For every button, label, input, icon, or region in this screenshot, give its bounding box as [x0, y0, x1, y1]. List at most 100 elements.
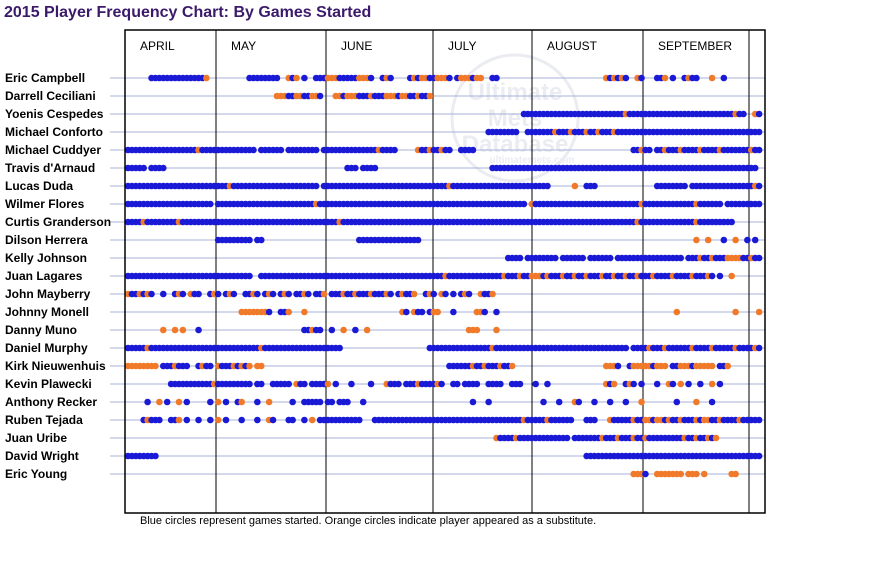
start-marker [716, 200, 724, 208]
watermark-line-1: Ultimate [468, 79, 563, 106]
substitute-marker [363, 326, 371, 334]
start-marker [591, 416, 598, 424]
substitute-marker [171, 326, 179, 334]
start-marker [740, 110, 747, 118]
substitute-marker [732, 236, 739, 244]
player-labels: Eric Campbell Darrell Ceciliani Yoenis Ces… [5, 71, 111, 481]
start-marker [254, 416, 261, 424]
substitute-marker [473, 326, 481, 334]
start-marker [328, 398, 336, 406]
substitute-marker [732, 470, 739, 478]
substitute-marker [434, 308, 441, 316]
start-marker [681, 182, 688, 190]
substitute-marker [571, 182, 579, 190]
watermark-line-2: Mets [488, 105, 543, 132]
start-marker [195, 416, 202, 424]
start-marker [720, 74, 728, 82]
start-marker [591, 182, 598, 190]
start-marker [575, 398, 583, 406]
month-labels: APRIL MAY JUNE JULY AUGUST SEPTEMBER [140, 39, 732, 53]
start-marker [751, 236, 759, 244]
player-label: Ruben Tejada [5, 413, 83, 427]
start-marker [163, 398, 171, 406]
start-marker [673, 398, 681, 406]
substitute-marker [700, 470, 708, 478]
start-marker [332, 380, 340, 388]
plot-frame [124, 29, 766, 514]
month-dividers [215, 30, 750, 513]
substitute-marker [426, 92, 434, 100]
substitute-marker [638, 398, 645, 406]
substitute-marker [712, 434, 720, 442]
start-marker [222, 398, 230, 406]
player-label: Eric Young [5, 467, 67, 481]
start-marker [207, 362, 214, 370]
start-marker [207, 398, 214, 406]
start-marker [277, 146, 285, 154]
start-marker [159, 164, 167, 172]
start-marker [646, 146, 653, 154]
substitute-marker [175, 398, 183, 406]
start-marker [289, 416, 296, 424]
player-label: Kelly Johnson [5, 251, 87, 265]
start-marker [348, 380, 355, 388]
start-marker [269, 416, 277, 424]
start-marker [591, 398, 598, 406]
substitute-marker [214, 416, 222, 424]
month-label: AUGUST [547, 39, 598, 53]
start-marker [473, 380, 481, 388]
start-marker [387, 74, 394, 82]
start-marker [359, 398, 367, 406]
substitute-marker [246, 362, 253, 370]
substitute-marker [728, 272, 735, 280]
start-marker [246, 272, 253, 280]
start-marker [520, 200, 528, 208]
start-marker [183, 398, 191, 406]
start-marker [755, 110, 763, 118]
start-marker [465, 290, 473, 298]
substitute-marker [257, 362, 265, 370]
start-marker [316, 398, 324, 406]
substitute-marker [203, 74, 210, 82]
substitute-marker [661, 74, 669, 82]
start-marker [653, 380, 661, 388]
start-marker [183, 362, 191, 370]
month-label: JULY [448, 39, 476, 53]
start-marker [544, 182, 551, 190]
substitute-marker [285, 308, 293, 316]
player-label: Michael Cuddyer [5, 143, 101, 157]
watermark-logo: Ultimate Mets Database ultimatemets.com [450, 53, 580, 183]
substitute-marker [320, 290, 328, 298]
start-marker [316, 92, 324, 100]
substitute-marker [677, 470, 685, 478]
start-marker [387, 290, 394, 298]
start-marker [328, 326, 336, 334]
start-marker [606, 254, 614, 262]
start-marker [207, 200, 214, 208]
substitute-marker [704, 236, 712, 244]
player-label: John Mayberry [5, 287, 91, 301]
start-marker [622, 344, 630, 352]
start-marker [250, 146, 257, 154]
substitute-marker [152, 362, 159, 370]
start-marker [669, 74, 677, 82]
start-marker [755, 344, 763, 352]
start-marker [246, 236, 253, 244]
start-marker [450, 308, 457, 316]
start-marker [555, 398, 563, 406]
watermark-ring [450, 53, 580, 183]
start-marker [238, 416, 245, 424]
start-marker [532, 380, 539, 388]
start-marker [352, 164, 359, 172]
start-marker [728, 218, 735, 226]
start-marker [481, 308, 489, 316]
start-marker [563, 434, 571, 442]
start-marker [179, 290, 187, 298]
start-marker [214, 290, 222, 298]
start-marker [312, 182, 320, 190]
start-marker [367, 380, 375, 388]
start-marker [755, 128, 763, 136]
start-marker [606, 398, 614, 406]
substitute-marker [265, 398, 273, 406]
